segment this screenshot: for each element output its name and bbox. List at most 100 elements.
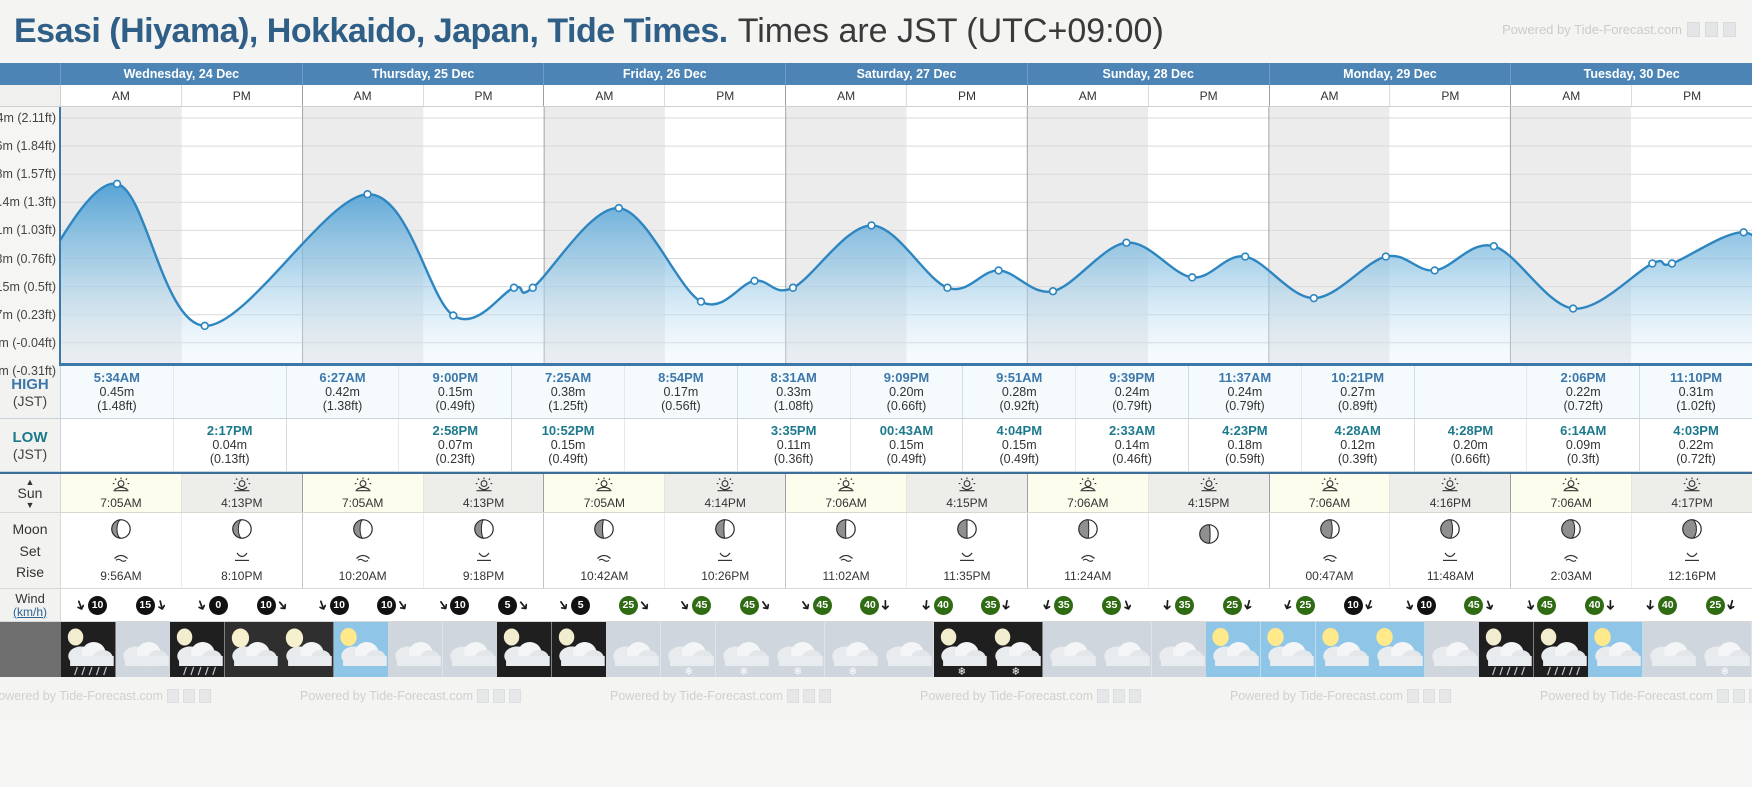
- high-tide-row: HIGH (JST) 5:34AM 0.45m (1.48ft) 6:27AM 0.42…: [0, 366, 1752, 419]
- wind-cell-9: ➜ 5: [544, 589, 604, 621]
- ampm-header-am-day3: AM: [544, 85, 666, 106]
- sun-cell-10: 4:15PM: [1148, 474, 1270, 512]
- high-tide-cell-11: 11:37AM 0.24m (0.79ft): [1188, 366, 1302, 418]
- wind-cell-7: ➜ 10: [423, 589, 483, 621]
- sun-cell-12: 4:16PM: [1390, 474, 1512, 512]
- waxing-gibbous-moon-icon: [352, 518, 373, 545]
- ampm-header-pm-day2: PM: [424, 85, 545, 106]
- low-tide-label: LOW: [12, 428, 48, 446]
- high-tide-meters: 0.28m: [1001, 385, 1037, 399]
- weather-cell-21: [1151, 622, 1207, 677]
- high-tide-meters: 0.38m: [550, 385, 586, 399]
- wind-cell-15: ➜ 40: [906, 589, 966, 621]
- cloud-icon: [606, 622, 662, 677]
- day-header-7: Tuesday, 30 Dec: [1583, 67, 1680, 81]
- moon-set-time: 10:20AM: [338, 568, 387, 583]
- sun-down-arrow-icon: ▼: [25, 499, 35, 510]
- sun-cell-6: 4:14PM: [665, 474, 787, 512]
- wind-speed-badge: 40: [1585, 595, 1605, 615]
- last-quarter-moon-icon: [957, 518, 977, 545]
- waning-crescent-moon-icon: [1319, 518, 1340, 545]
- sunset-icon: [1440, 477, 1460, 497]
- cloud-icon: [442, 622, 498, 677]
- high-tide-meters: 0.20m: [889, 385, 924, 399]
- high-tide-cell-3: 6:27AM 0.42m (1.38ft): [286, 366, 400, 418]
- low-tide-meters: 0.15m: [1001, 438, 1037, 452]
- high-tide-meters: 0.17m: [663, 385, 699, 399]
- high-tide-meters: 0.15m: [437, 385, 473, 399]
- low-tide-meters: 0.20m: [1453, 438, 1488, 452]
- wind-direction-arrow-icon: ➜: [1400, 596, 1420, 614]
- y-axis-label-0: 0.64m (2.11ft): [0, 111, 56, 125]
- sunrise-icon: [594, 477, 614, 497]
- moon-cloud-icon: [279, 622, 334, 677]
- y-axis-label-7: 0.07m (0.23ft): [0, 307, 56, 322]
- wind-speed-badge: 40: [1658, 595, 1678, 615]
- moon-rise-icon: [1683, 549, 1701, 567]
- brand-square-icon: [493, 689, 505, 703]
- wind-direction-arrow-icon: ➜: [878, 599, 895, 611]
- wind-direction-arrow-icon: ➜: [433, 595, 454, 615]
- night-rain-icon: [61, 622, 116, 677]
- high-tide-feet: (1.48ft): [97, 399, 137, 413]
- high-tide-feet: (1.38ft): [322, 399, 363, 413]
- low-tide-time: 3:35PM: [770, 423, 817, 438]
- waxing-gibbous-moon-icon: [473, 518, 494, 545]
- high-tide-row-label: HIGH (JST): [0, 366, 61, 418]
- weather-cell-6: [333, 622, 389, 677]
- moon-set-time: 00:47AM: [1305, 568, 1354, 583]
- low-tide-time: 2:58PM: [432, 423, 479, 438]
- day-header-2: Thursday, 25 Dec: [303, 63, 545, 85]
- wind-speed-badge: 40: [933, 595, 953, 615]
- brand-square-icon: [819, 689, 831, 703]
- waning-crescent-moon-icon: [1682, 518, 1702, 545]
- moon-set-time: 11:24AM: [1064, 568, 1112, 583]
- low-tide-time: 10:52PM: [541, 423, 595, 438]
- last-quarter-moon-icon: [594, 518, 615, 545]
- sun-row: ▲ Sun ▼ 7:05AM 4:13PM: [0, 472, 1752, 513]
- day-header-5: Sunday, 28 Dec: [1028, 63, 1270, 85]
- wind-direction-arrow-icon: ➜: [272, 595, 293, 615]
- tide-graph-plot[interactable]: [61, 107, 1752, 366]
- wind-direction-arrow-icon: ➜: [71, 596, 91, 614]
- weather-cell-19: [1042, 622, 1098, 677]
- high-tide-cell-13: [1414, 366, 1528, 418]
- ampm-header-am-day1: AM: [61, 85, 182, 106]
- low-tide-cell-9: 4:04PM 0.15m (0.49ft): [963, 419, 1077, 471]
- wind-direction-arrow-icon: ➜: [1159, 598, 1177, 612]
- wind-cell-5: ➜ 10: [303, 589, 363, 621]
- wind-row: Wind (km/h) ➜ 10 15 ➜ ➜ 0 10 ➜ ➜ 10 10 ➜ ➜ 10 5 ➜ ➜ 5 25 ➜ ➜…: [0, 589, 1752, 622]
- wind-speed-badge: 25: [1222, 595, 1242, 615]
- sunset-icon: [957, 477, 977, 497]
- sun-time: 4:17PM: [1671, 495, 1713, 510]
- low-tide-time: 2:33AM: [1108, 423, 1156, 438]
- wind-speed-badge: 10: [377, 595, 397, 615]
- moon-rise-label: Rise: [15, 563, 44, 580]
- low-tide-cell-5: 10:52PM 0.15m (0.49ft): [512, 419, 625, 471]
- night-snow-icon: ❄: [933, 622, 989, 677]
- y-axis-label-1: 0.56m (1.84ft): [0, 139, 56, 154]
- high-tide-cell-4: 9:00PM 0.15m (0.49ft): [399, 366, 513, 418]
- low-tide-time: 4:28AM: [1334, 423, 1381, 438]
- brand-watermark-footer-5: Powered by Tide-Forecast.com: [1230, 689, 1451, 703]
- cloud-icon: [388, 622, 443, 677]
- low-tide-cell-10: 2:33AM 0.14m (0.46ft): [1076, 419, 1189, 471]
- ampm-header-am-day4: AM: [786, 85, 908, 106]
- high-tide-time: 5:34AM: [93, 370, 141, 385]
- weather-row-label: [0, 622, 61, 677]
- page-subtitle: Times are JST (UTC+09:00): [737, 12, 1164, 50]
- low-tide-cell-15: 4:03PM 0.22m (0.72ft): [1640, 419, 1752, 471]
- high-tide-feet: (0.49ft): [435, 399, 476, 413]
- high-tide-time: 9:09PM: [883, 370, 930, 385]
- brand-watermark-top: Powered by Tide-Forecast.com: [1502, 22, 1736, 37]
- sun-time: 4:15PM: [1187, 495, 1230, 510]
- brand-square-icon: [1407, 689, 1419, 703]
- wind-unit-link[interactable]: (km/h): [13, 604, 47, 619]
- high-tide-cell-1: 5:34AM 0.45m (1.48ft): [61, 366, 174, 418]
- ampm-header-pm-day6: PM: [1390, 85, 1512, 106]
- brand-watermark-footer-3: Powered by Tide-Forecast.com: [610, 689, 831, 703]
- moon-set-icon: [112, 549, 130, 567]
- high-tide-time: 8:54PM: [658, 370, 704, 385]
- svg-text:❄: ❄: [1012, 666, 1020, 677]
- wind-direction-arrow-icon: ➜: [918, 598, 936, 612]
